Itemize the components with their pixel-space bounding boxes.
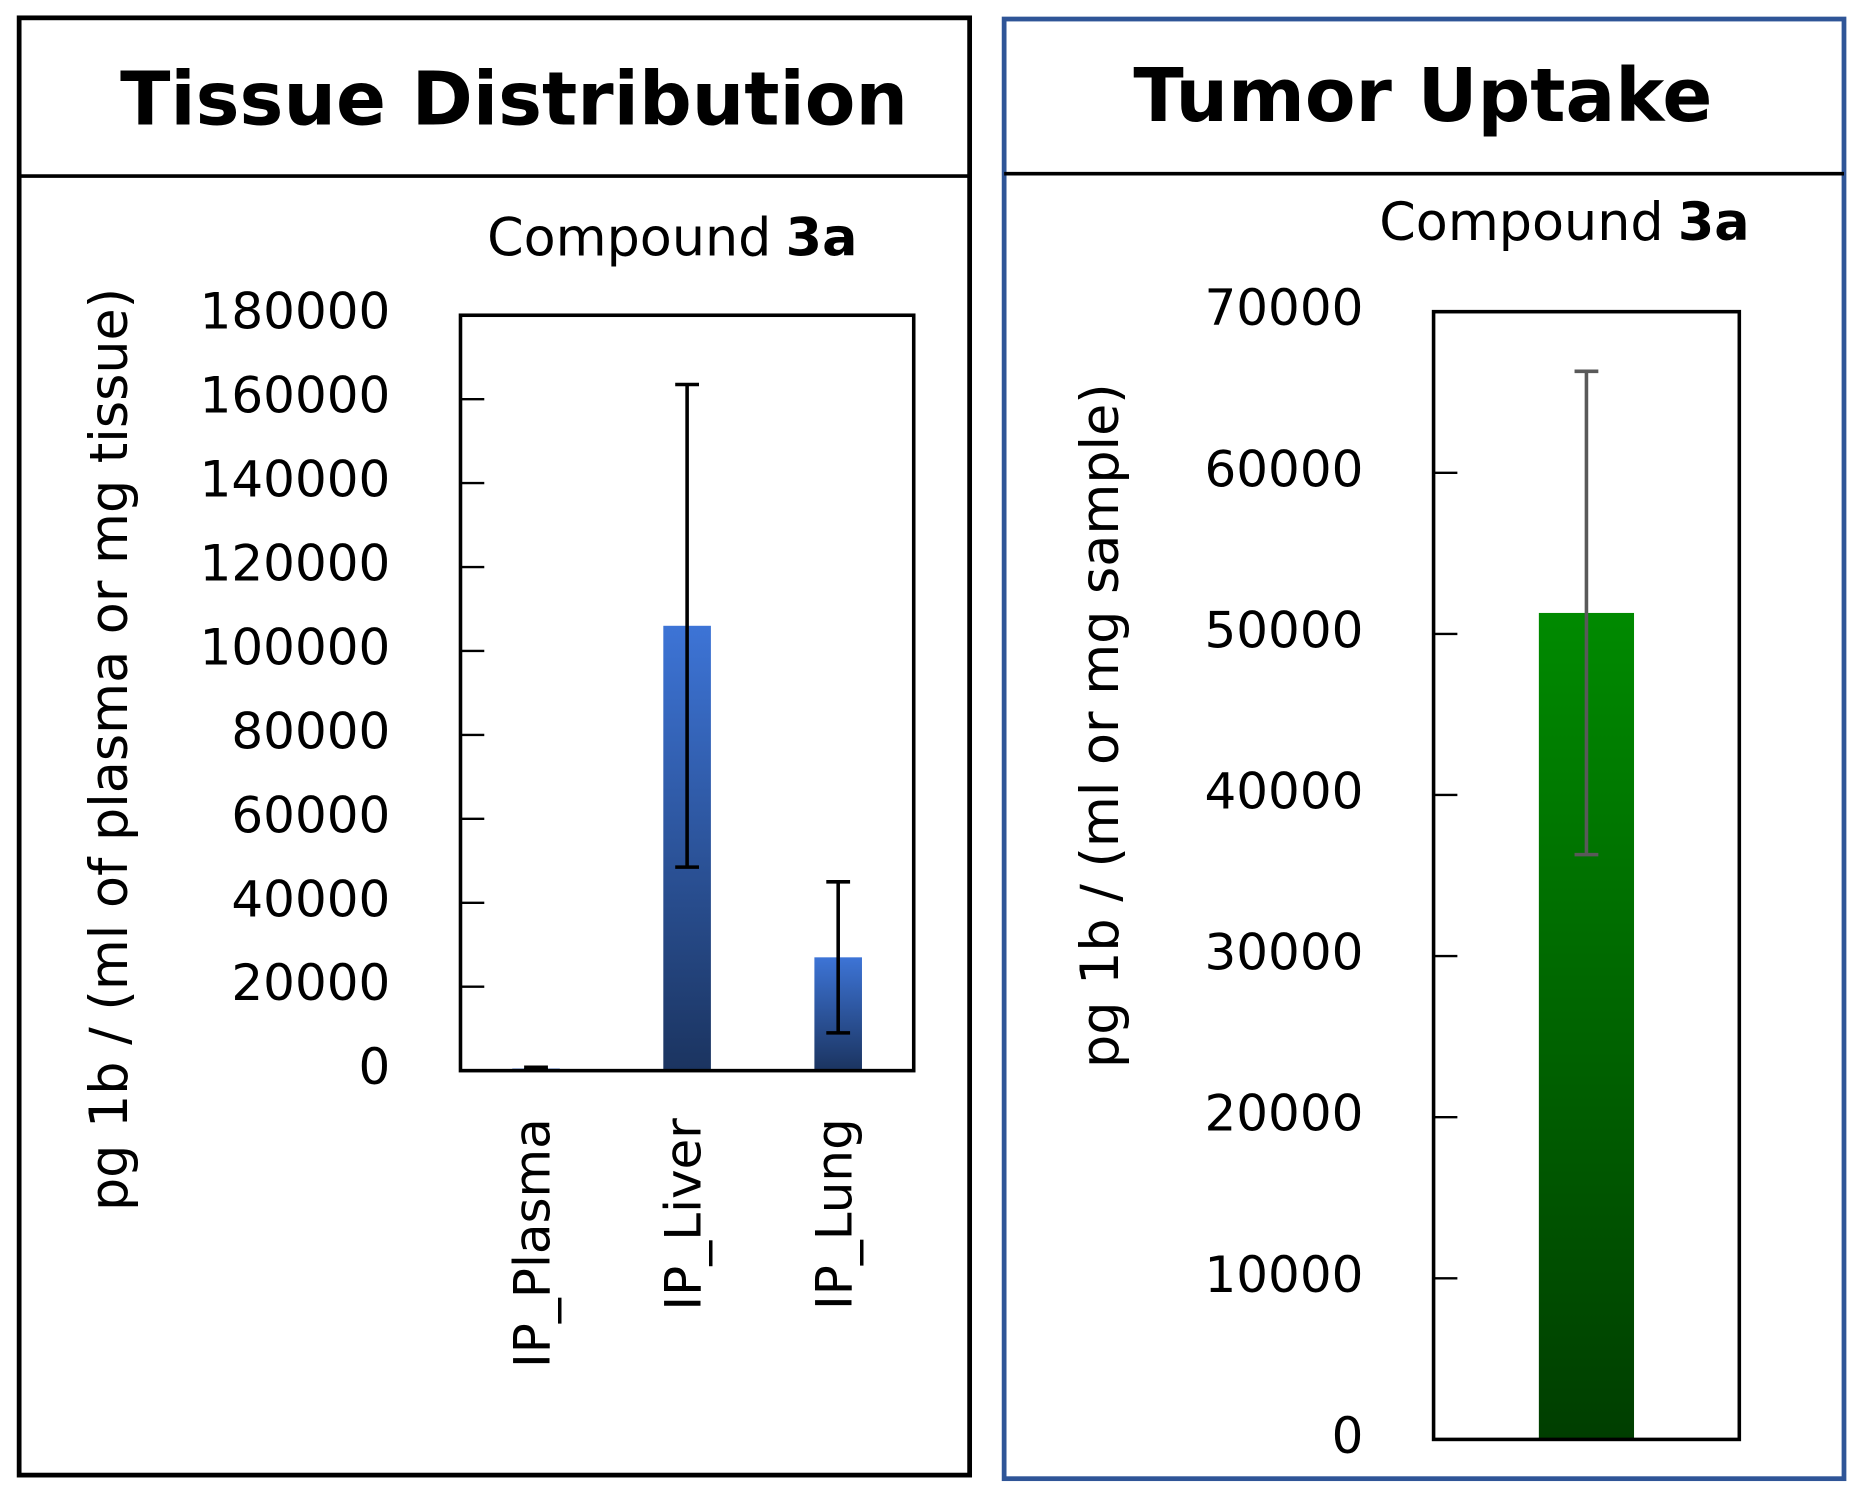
y-tick-label: 10000 — [1204, 1246, 1363, 1304]
y-tick-label: 60000 — [1204, 440, 1363, 498]
plot-frame — [458, 313, 916, 1073]
subtitle-part: 3a — [1678, 192, 1750, 253]
subtitle-part: Compound — [487, 207, 771, 268]
y-tick-label: 60000 — [231, 786, 390, 844]
y-tick-label: 20000 — [231, 954, 390, 1012]
y-tick-label: 180000 — [200, 283, 391, 341]
error-bar — [675, 382, 700, 869]
y-tick-label: 120000 — [200, 535, 391, 593]
error-bar — [1574, 369, 1599, 857]
y-tick-label: 30000 — [1204, 924, 1363, 982]
subtitle: Compound 3a — [1379, 192, 1749, 253]
y-axis-label: pg 1b / (ml of plasma or mg tissue) — [79, 288, 140, 1211]
subtitle-part: 3a — [786, 207, 858, 268]
y-tick-label: 160000 — [200, 367, 391, 425]
subtitle: Compound 3a — [487, 207, 857, 268]
y-tick-label: 80000 — [231, 702, 390, 760]
panel-title: Tumor Uptake — [1133, 54, 1712, 139]
panel-title: Tissue Distribution — [120, 58, 908, 143]
panel-border — [16, 15, 973, 1478]
x-tick-label: IP_Liver — [655, 1118, 713, 1311]
error-bar — [826, 880, 851, 1035]
y-tick-label: 40000 — [231, 870, 390, 928]
y-tick-label: 0 — [1332, 1407, 1364, 1465]
y-tick-label: 20000 — [1204, 1085, 1363, 1143]
x-tick-label: IP_Plasma — [504, 1118, 562, 1368]
y-tick-label: 100000 — [200, 618, 391, 676]
y-tick-label: 140000 — [200, 451, 391, 509]
y-tick-label: 0 — [359, 1038, 391, 1096]
y-axis-label: pg 1b / (ml or mg sample) — [1070, 383, 1131, 1068]
y-tick-label: 40000 — [1204, 762, 1363, 820]
panel-border — [1001, 16, 1847, 1482]
y-tick-label: 70000 — [1204, 279, 1363, 337]
subtitle-part: Compound — [1379, 192, 1663, 253]
y-tick-label: 50000 — [1204, 601, 1363, 659]
x-tick-label: IP_Lung — [806, 1118, 864, 1310]
plot-frame — [1431, 309, 1742, 1442]
